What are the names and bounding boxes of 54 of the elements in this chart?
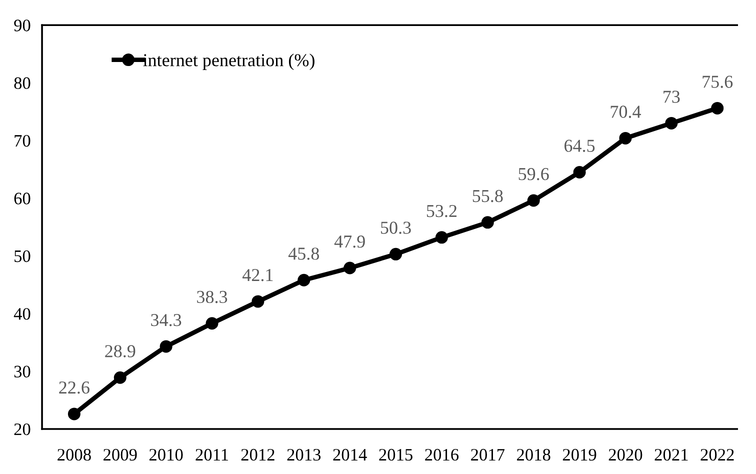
x-tick-label: 2020: [608, 448, 642, 461]
data-label: 42.1: [242, 269, 273, 282]
data-label: 53.2: [426, 204, 457, 218]
point: [435, 231, 448, 244]
point: [711, 102, 724, 114]
point: [114, 371, 126, 384]
point: [298, 274, 310, 286]
y-tick-label: 60: [14, 192, 30, 204]
point: [481, 216, 494, 229]
point: [665, 116, 678, 130]
x-tick-label: 2017: [471, 448, 505, 461]
y-tick-label: 80: [14, 77, 30, 90]
data-label: 38.3: [197, 290, 228, 304]
x-tick-label: 2012: [241, 448, 274, 461]
y-tick-label: 20: [14, 423, 30, 436]
x-tick-label: 2018: [516, 448, 550, 461]
point: [160, 340, 172, 353]
x-tick-label: 2013: [287, 448, 321, 461]
point: [527, 194, 540, 207]
data-label: 47.9: [334, 236, 365, 248]
y-tick-label: 30: [14, 366, 30, 378]
point: [252, 295, 264, 308]
x-tick-label: 2019: [562, 448, 596, 461]
point: [206, 317, 218, 330]
data-label: 59.6: [518, 168, 549, 180]
point: [390, 248, 402, 260]
legend-label: internet penetration (%): [143, 54, 314, 70]
point: [68, 408, 80, 420]
point: [344, 262, 356, 274]
x-tick-label: 2016: [425, 448, 459, 461]
data-label: 64.5: [564, 140, 595, 152]
x-tick-label: 2021: [654, 448, 688, 461]
x-tick-label: 2022: [700, 448, 734, 461]
data-label: 45.8: [288, 248, 319, 260]
y-tick-label: 70: [14, 134, 30, 147]
data-label: 73: [664, 90, 680, 103]
data-label: 34.3: [151, 314, 182, 326]
x-tick-label: 2014: [333, 448, 367, 461]
data-label: 55.8: [472, 190, 503, 202]
y-tick-label: 50: [14, 250, 30, 262]
point: [573, 166, 586, 178]
x-tick-label: 2010: [149, 448, 183, 461]
data-label: 22.6: [59, 382, 90, 394]
x-tick-label: 2015: [379, 448, 412, 461]
y-tick-label: 90: [14, 20, 30, 32]
data-label: 70.4: [610, 106, 641, 118]
data-label: 28.9: [105, 345, 136, 358]
data-label: 50.3: [381, 222, 411, 234]
point: [619, 132, 632, 144]
y-tick-label: 40: [14, 308, 30, 320]
x-tick-label: 2009: [104, 448, 137, 461]
x-tick-label: 2011: [196, 448, 228, 461]
data-label: 75.6: [702, 76, 733, 88]
x-tick-label: 2008: [58, 448, 91, 461]
